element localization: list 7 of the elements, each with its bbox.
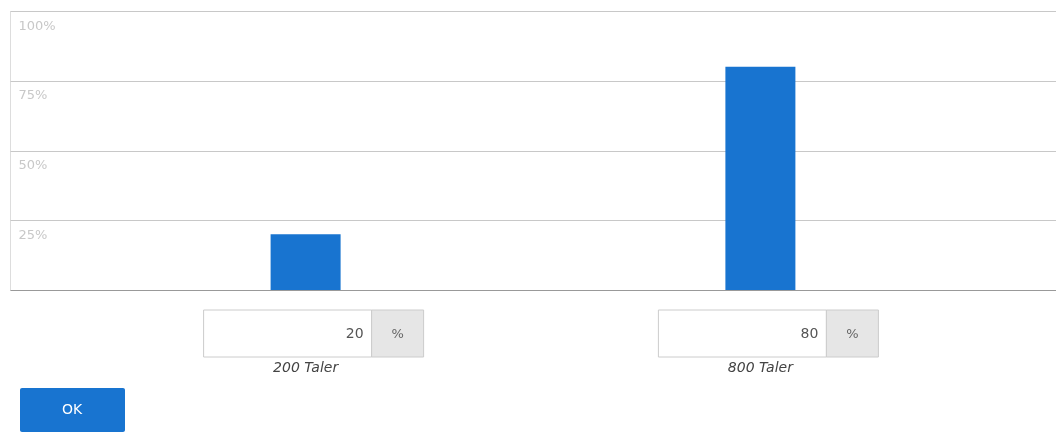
text: OK xyxy=(61,401,83,417)
x-tick-label: 200 Taler xyxy=(273,358,340,375)
text: % xyxy=(391,326,404,341)
x-tick-label: 800 Taler xyxy=(727,358,795,375)
text: % xyxy=(846,326,859,341)
data-label: 20 xyxy=(345,325,364,341)
data-label: 80 xyxy=(800,325,819,341)
